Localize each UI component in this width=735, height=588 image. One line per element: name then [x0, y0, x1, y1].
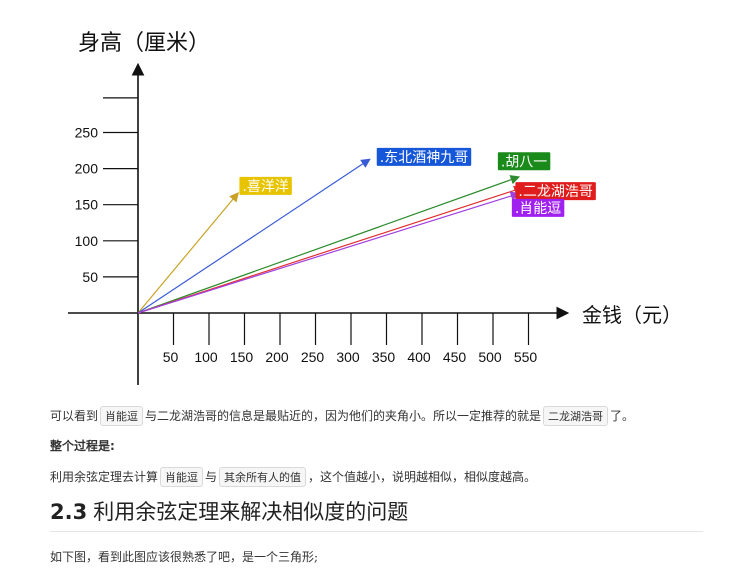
- series-label-bg: [511, 198, 565, 217]
- series-vector: [137, 192, 239, 314]
- series-label-bg: [515, 182, 596, 201]
- series-label: .喜洋洋: [239, 176, 292, 195]
- series-label: .东北酒神九哥: [376, 147, 472, 166]
- heading-divider: [50, 531, 703, 532]
- x-tick-label: 250: [301, 349, 325, 365]
- paragraph-intro: 如下图，看到此图应该很熟悉了吧，是一个三角形;: [50, 550, 319, 564]
- inline-code: 肖能逗: [160, 467, 204, 487]
- x-tick-label: 550: [514, 349, 538, 365]
- chart-axes: [68, 62, 570, 385]
- series-label-text: .肖能逗: [515, 201, 561, 217]
- x-tick-label: 500: [478, 349, 502, 365]
- series-vector: [137, 175, 521, 314]
- x-tick-label: 200: [265, 349, 289, 365]
- series-label: .二龙湖浩哥: [515, 182, 596, 201]
- y-tick-label: 50: [82, 269, 98, 285]
- x-axis-label: 金钱（元）: [582, 303, 682, 327]
- series-label-bg: [239, 176, 292, 195]
- inline-code: 其余所有人的值: [219, 467, 307, 487]
- series-label-text: .二龙湖浩哥: [518, 184, 592, 200]
- text-span: 可以看到: [50, 409, 99, 423]
- text-span: 利用余弦定理去计算: [50, 470, 159, 484]
- series-label: .胡八一: [497, 152, 551, 171]
- chart-series: [137, 158, 524, 314]
- x-tick-label: 400: [407, 349, 431, 365]
- paragraph-process: 利用余弦定理去计算 肖能逗与其余所有人的值 ，这个值越小，说明越相似，相似度越高。: [50, 467, 536, 487]
- y-tick-label: 200: [75, 161, 99, 177]
- series-label-text: .东北酒神九哥: [380, 150, 468, 166]
- inline-code: 肖能逗: [100, 406, 144, 426]
- paragraph-process-title: 整个过程是:: [50, 439, 115, 453]
- section-number: 2.3: [50, 500, 88, 524]
- section-title: 利用余弦定理来解决相似度的问题: [93, 500, 409, 524]
- series-label: .肖能逗: [511, 198, 565, 217]
- y-tick-label: 150: [75, 197, 99, 213]
- x-tick-label: 350: [372, 349, 396, 365]
- series-label-bg: [497, 152, 551, 171]
- x-tick-label: 300: [336, 349, 360, 365]
- text-span: 与二龙湖浩哥的信息是最贴近的，因为他们的夹角小。所以一定推荐的就是: [145, 409, 542, 423]
- text-span: ，这个值越小，说明越相似，相似度越高。: [308, 470, 537, 484]
- series-vector: [137, 191, 521, 314]
- y-axis-label: 身高（厘米）: [78, 31, 210, 56]
- chart-series-labels: .喜洋洋 .东北酒神九哥 .胡八一 .二龙湖浩哥.肖能逗: [239, 147, 596, 217]
- paragraph-result: 可以看到 肖能逗 与二龙湖浩哥的信息是最贴近的，因为他们的夹角小。所以一定推荐的就是…: [50, 406, 634, 426]
- series-label-bg: [376, 147, 472, 166]
- series-label-text: .胡八一: [501, 154, 547, 170]
- text-span: 了。: [610, 409, 635, 423]
- y-tick-label: 250: [75, 125, 99, 141]
- vector-chart: 50 100 150 200 250 50 100 150 200 250 300 350 400 450…: [68, 31, 682, 385]
- y-tick-label: 100: [75, 233, 99, 249]
- section-heading: 2.3 利用余弦定理来解决相似度的问题: [50, 496, 408, 526]
- x-tick-label: 100: [194, 349, 218, 365]
- x-tick-label: 150: [230, 349, 254, 365]
- x-tick-label: 450: [443, 349, 467, 365]
- text-span: 与: [205, 470, 218, 484]
- chart-ticks: 50 100 150 200 250 50 100 150 200 250 300 350 400 450…: [75, 97, 538, 365]
- inline-code: 二龙湖浩哥: [543, 406, 609, 426]
- series-vector: [137, 185, 524, 314]
- series-vector: [137, 158, 371, 314]
- x-tick-label: 50: [163, 349, 179, 365]
- series-label-text: .喜洋洋: [242, 179, 288, 195]
